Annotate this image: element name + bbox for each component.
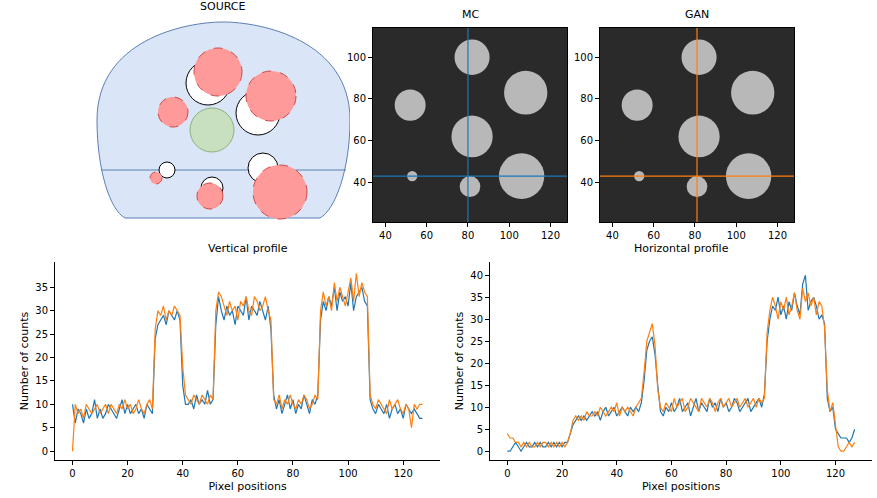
svg-text:100: 100: [727, 230, 746, 241]
svg-text:100: 100: [574, 52, 593, 63]
svg-text:15: 15: [470, 380, 483, 391]
svg-text:60: 60: [580, 135, 593, 146]
svg-text:120: 120: [394, 468, 413, 479]
svg-text:0: 0: [69, 468, 75, 479]
svg-text:80: 80: [720, 468, 733, 479]
svg-text:60: 60: [353, 135, 366, 146]
svg-text:40: 40: [353, 177, 366, 188]
svg-text:MC: MC: [462, 8, 479, 21]
svg-text:100: 100: [771, 468, 790, 479]
svg-text:Horizontal profile: Horizontal profile: [634, 242, 729, 255]
svg-text:40: 40: [176, 468, 189, 479]
svg-text:Pixel positions: Pixel positions: [208, 480, 287, 493]
svg-text:60: 60: [420, 230, 433, 241]
svg-text:80: 80: [353, 93, 366, 104]
svg-text:80: 80: [287, 468, 300, 479]
svg-text:100: 100: [500, 230, 519, 241]
svg-text:0: 0: [42, 446, 48, 457]
svg-text:5: 5: [477, 424, 483, 435]
svg-text:60: 60: [231, 468, 244, 479]
svg-text:30: 30: [35, 305, 48, 316]
svg-text:40: 40: [379, 230, 392, 241]
svg-text:80: 80: [689, 230, 702, 241]
svg-text:20: 20: [556, 468, 569, 479]
svg-text:10: 10: [35, 399, 48, 410]
svg-text:0: 0: [504, 468, 510, 479]
svg-text:40: 40: [606, 230, 619, 241]
svg-text:80: 80: [580, 93, 593, 104]
svg-text:40: 40: [610, 468, 623, 479]
svg-text:120: 120: [768, 230, 787, 241]
svg-text:5: 5: [42, 422, 48, 433]
svg-text:Pixel positions: Pixel positions: [642, 480, 721, 493]
svg-text:60: 60: [665, 468, 678, 479]
svg-text:100: 100: [347, 52, 366, 63]
svg-text:25: 25: [470, 336, 483, 347]
svg-text:0: 0: [477, 446, 483, 457]
svg-text:SOURCE: SOURCE: [200, 0, 245, 13]
svg-text:15: 15: [35, 375, 48, 386]
svg-text:Number of counts: Number of counts: [18, 311, 31, 410]
svg-text:20: 20: [470, 358, 483, 369]
svg-text:10: 10: [470, 402, 483, 413]
svg-text:25: 25: [35, 329, 48, 340]
svg-text:120: 120: [541, 230, 560, 241]
svg-text:35: 35: [35, 282, 48, 293]
svg-text:GAN: GAN: [685, 8, 709, 21]
svg-text:60: 60: [647, 230, 660, 241]
svg-text:30: 30: [470, 314, 483, 325]
svg-text:Vertical profile: Vertical profile: [208, 242, 288, 255]
svg-text:20: 20: [35, 352, 48, 363]
svg-text:100: 100: [339, 468, 358, 479]
svg-text:Number of counts: Number of counts: [453, 311, 466, 410]
svg-text:40: 40: [580, 177, 593, 188]
svg-text:35: 35: [470, 292, 483, 303]
svg-text:80: 80: [462, 230, 475, 241]
svg-text:120: 120: [826, 468, 845, 479]
svg-text:20: 20: [121, 468, 134, 479]
svg-text:40: 40: [470, 270, 483, 281]
